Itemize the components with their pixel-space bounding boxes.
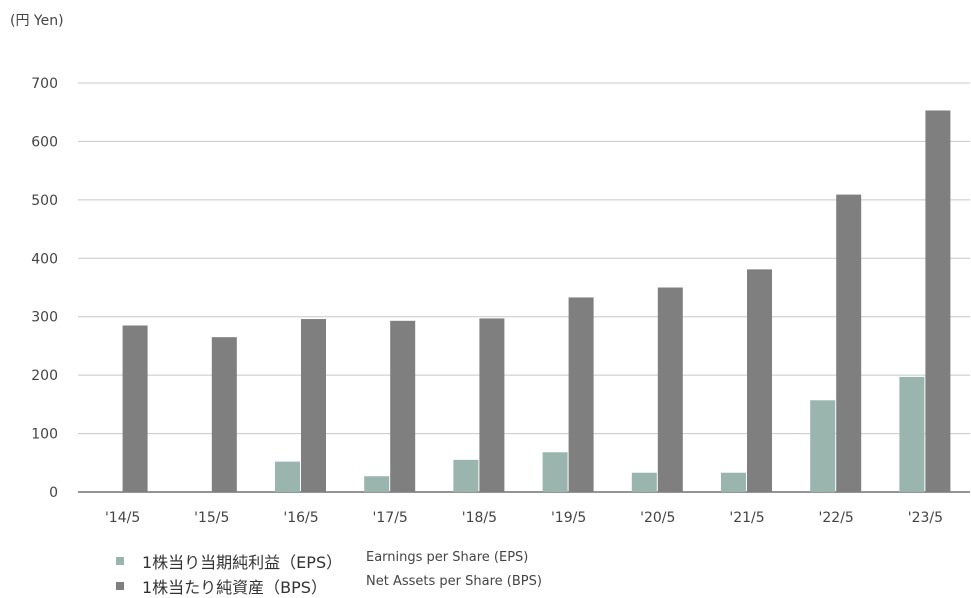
- x-tick-label: '18/5: [462, 510, 497, 526]
- bar-bps: [211, 337, 237, 492]
- legend-item-bps: 1株当たり純資産（BPS）: [116, 574, 327, 598]
- legend-label-bps: 1株当たり純資産（BPS）: [142, 578, 327, 597]
- bar-eps: [899, 376, 925, 492]
- bar-bps: [390, 320, 416, 492]
- bar-eps: [542, 452, 568, 492]
- bar-eps: [275, 461, 300, 492]
- x-tick-label: '22/5: [819, 510, 854, 526]
- x-tick-label: '14/5: [105, 510, 140, 526]
- bar-chart: 0 100 200 300 400 500 600 700 '14/5 '15/5 '16/5 '17…: [31, 76, 970, 526]
- x-tick-label: '23/5: [908, 510, 943, 526]
- unit-label: (円 Yen): [10, 13, 64, 29]
- bar-bps: [122, 325, 148, 492]
- legend-item-eps: 1株当り当期純利益（EPS）: [116, 549, 342, 573]
- y-tick-label: 600: [31, 134, 58, 150]
- y-tick-label: 700: [31, 76, 58, 92]
- x-tick-label: '20/5: [640, 510, 675, 526]
- bar-eps: [453, 459, 479, 492]
- bar-bps: [479, 318, 505, 492]
- y-tick-label: 200: [31, 368, 58, 384]
- bar-eps: [364, 476, 390, 492]
- bar-bps: [747, 269, 772, 492]
- bar-eps: [631, 472, 657, 492]
- x-tick-label: '15/5: [194, 510, 229, 526]
- legend-swatch-bps: [116, 582, 124, 590]
- bar-eps: [721, 472, 746, 492]
- bar-bps: [568, 297, 594, 492]
- legend-swatch-eps: [116, 557, 124, 565]
- x-tick-label: '19/5: [551, 510, 586, 526]
- x-tick-label: '21/5: [729, 510, 764, 526]
- legend-label-eps: 1株当り当期純利益（EPS）: [142, 553, 343, 572]
- x-tick-label: '17/5: [373, 510, 408, 526]
- x-tick-label: '16/5: [283, 510, 318, 526]
- bar-bps: [836, 194, 862, 492]
- bar-bps: [925, 110, 951, 492]
- bar-eps: [810, 400, 836, 492]
- bar-bps: [657, 287, 683, 492]
- y-tick-label: 500: [31, 193, 58, 209]
- bar-bps: [301, 319, 326, 492]
- y-tick-label: 300: [31, 310, 58, 326]
- legend-label-eps-en: Earnings per Share (EPS): [366, 550, 529, 565]
- y-tick-label: 100: [31, 427, 58, 443]
- y-tick-label: 0: [49, 485, 58, 501]
- legend-label-bps-en: Net Assets per Share (BPS): [366, 574, 542, 589]
- y-tick-label: 400: [31, 251, 58, 267]
